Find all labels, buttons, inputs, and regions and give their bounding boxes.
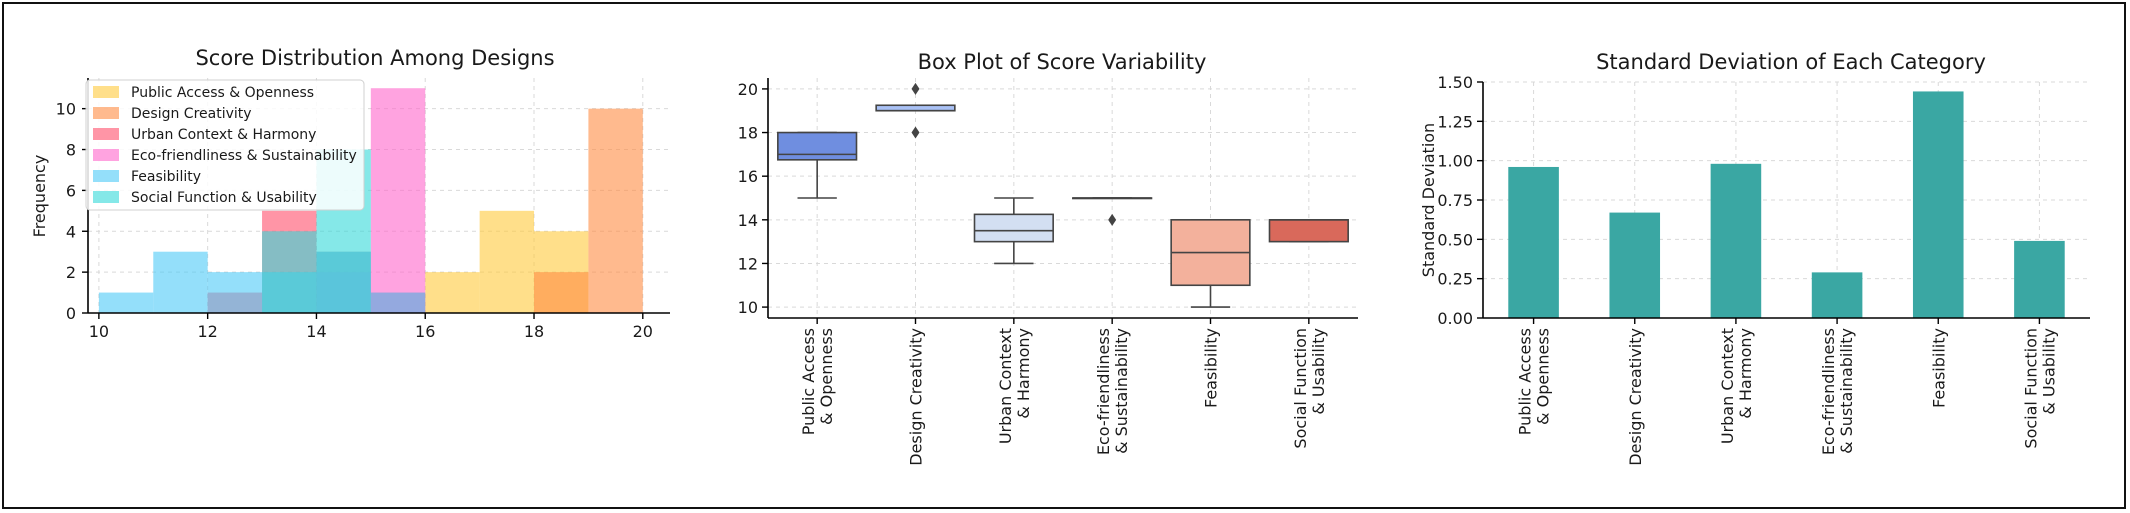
box-5: [1268, 219, 1349, 243]
legend-swatch: [93, 128, 119, 140]
grid: [768, 78, 1358, 318]
y-tick-label: 6: [66, 181, 76, 200]
legend-label: Urban Context & Harmony: [131, 127, 316, 143]
legend-label: Design Creativity: [131, 106, 252, 122]
y-tick-label: 12: [738, 254, 758, 273]
legend-swatch: [93, 107, 119, 119]
bar: [1609, 212, 1661, 318]
legend-label: Social Function & Usability: [131, 190, 317, 206]
y-tick-label: 10: [56, 100, 76, 119]
x-tick-label: Urban Context& Harmony: [1718, 328, 1755, 444]
y-tick-label: 0.00: [1437, 309, 1473, 328]
histogram-bar: [479, 210, 535, 313]
box-1: [875, 82, 956, 139]
legend-label: Public Access & Openness: [131, 85, 314, 101]
bar: [2014, 240, 2065, 318]
y-tick-label: 18: [738, 124, 758, 143]
y-tick-label: 0.75: [1437, 191, 1473, 210]
y-tick-label: 0.25: [1437, 270, 1473, 289]
outlier-marker: [911, 126, 920, 139]
box-4: [1170, 219, 1251, 308]
y-tick-label: 14: [738, 211, 758, 230]
bar: [1508, 166, 1559, 318]
grid: [1483, 81, 2090, 319]
box-2: [973, 197, 1054, 265]
histogram-bar: [370, 88, 426, 313]
x-tick-label: 20: [633, 322, 653, 341]
y-tick-label: 2: [66, 263, 76, 282]
x-tick-label: Design Creativity: [907, 328, 926, 466]
legend-label: Eco-friendliness & Sustainability: [131, 148, 357, 164]
legend-box: [85, 79, 365, 211]
y-tick-label: 1.50: [1437, 73, 1473, 92]
bar: [1811, 272, 1863, 318]
y-tick-label: 10: [738, 298, 758, 317]
histogram-bar: [262, 231, 317, 313]
x-tick-label: 14: [306, 322, 326, 341]
outlier-marker: [1108, 213, 1117, 226]
box-plot-chart: 10 12 14 16 18 20 Public Access& Openness Desig…: [738, 50, 1358, 466]
x-tick-label: 16: [415, 322, 435, 341]
x-tick-label: Public Access& Openness: [799, 328, 836, 435]
x-tick-label: Social Function& Usability: [1291, 328, 1328, 449]
box-iqr: [777, 131, 858, 161]
bar: [1912, 91, 1964, 318]
x-tick-label: Design Creativity: [1626, 328, 1645, 466]
legend-swatch: [93, 86, 119, 98]
y-tick-label: 1.00: [1437, 152, 1473, 171]
bar: [1710, 163, 1762, 318]
histogram-bar: [153, 251, 208, 313]
legend-swatch: [93, 170, 119, 182]
x-tick-label: Public Access& Openness: [1516, 328, 1553, 435]
y-tick-label: 20: [738, 80, 758, 99]
x-tick-label: 12: [197, 322, 217, 341]
x-tick-label: Eco-friendliness& Sustainability: [1094, 328, 1131, 455]
chart-title: Box Plot of Score Variability: [918, 50, 1207, 74]
y-axis-title: Frequency: [30, 155, 49, 238]
y-axis-title: Standard Deviation: [1419, 123, 1438, 277]
x-tick-label: Social Function& Usability: [2021, 328, 2058, 449]
y-tick-label: 0: [66, 304, 76, 323]
legend-swatch: [93, 191, 119, 203]
histogram-bar: [588, 108, 643, 313]
box-3: [1072, 197, 1153, 226]
y-tick-label: 16: [738, 167, 758, 186]
y-tick-label: 0.50: [1437, 230, 1473, 249]
y-tick-label: 4: [66, 222, 76, 241]
histogram-bar: [207, 272, 263, 313]
histogram-bar: [534, 272, 589, 313]
chart-title: Score Distribution Among Designs: [195, 46, 554, 70]
histogram-bar: [98, 292, 154, 313]
box-iqr: [1268, 219, 1349, 243]
std-dev-bar-chart: 0.00 0.25 0.50 0.75 1.00 1.25 1.50 Public Acces…: [1419, 50, 2090, 466]
x-tick-label: 18: [524, 322, 544, 341]
outlier-marker: [911, 82, 920, 95]
histogram-chart: 10 12 14 16 18 20 0 2 4 6 8 10 Score Distribution Am…: [30, 46, 670, 341]
chart-title: Standard Deviation of Each Category: [1596, 50, 1986, 74]
box-0: [777, 131, 858, 199]
x-tick-label: Eco-friendliness& Sustainability: [1819, 328, 1856, 455]
x-tick-label: Urban Context& Harmony: [996, 328, 1033, 444]
x-tick-label: 10: [89, 322, 109, 341]
y-tick-label: 8: [66, 141, 76, 160]
legend: Public Access & Openness Design Creativit…: [85, 79, 365, 211]
y-tick-label: 1.25: [1437, 112, 1473, 131]
histogram-bar: [370, 292, 426, 313]
legend-label: Feasibility: [131, 169, 201, 185]
box-iqr: [973, 213, 1054, 243]
x-tick-label: Feasibility: [1929, 328, 1948, 408]
box-iqr: [875, 104, 956, 112]
legend-swatch: [93, 149, 119, 161]
x-tick-label: Feasibility: [1202, 328, 1221, 408]
histogram-bar: [425, 272, 480, 313]
